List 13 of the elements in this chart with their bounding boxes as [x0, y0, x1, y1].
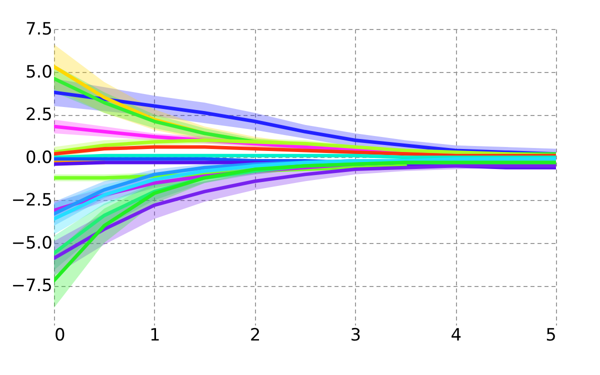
y-tick-label: −5.0	[11, 233, 52, 254]
y-tick-label: −2.5	[11, 190, 52, 211]
x-tick-label: 2	[250, 326, 261, 346]
x-tick-label: 1	[149, 326, 160, 346]
x-tick-label: 3	[350, 326, 362, 346]
y-tick-label: 2.5	[25, 105, 52, 126]
y-tick-label: 7.5	[25, 20, 52, 40]
x-tick-label: 5	[546, 326, 556, 346]
y-tick-label: 0.0	[25, 148, 52, 168]
x-tick-label: 4	[450, 326, 462, 346]
y-tick-label: 5.0	[25, 62, 52, 82]
x-tick-label: 0	[54, 326, 66, 346]
y-tick-label: −7.5	[11, 276, 52, 296]
